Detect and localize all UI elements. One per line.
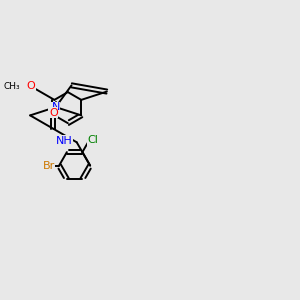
Text: NH: NH (56, 136, 72, 146)
Text: CH₃: CH₃ (3, 82, 20, 91)
Text: O: O (27, 81, 35, 92)
Text: Br: Br (43, 160, 55, 171)
Text: N: N (52, 102, 60, 112)
Text: Cl: Cl (87, 136, 98, 146)
Text: O: O (49, 108, 58, 118)
